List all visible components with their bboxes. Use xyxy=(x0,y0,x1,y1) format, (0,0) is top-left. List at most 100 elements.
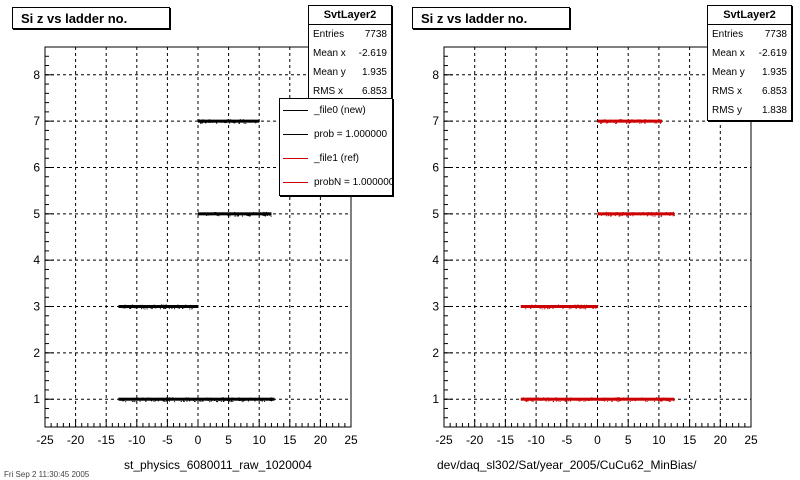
data-point xyxy=(244,213,246,215)
data-point xyxy=(228,397,230,399)
data-point xyxy=(614,121,616,123)
data-point xyxy=(601,399,603,401)
data-point xyxy=(643,120,645,122)
footer-date: Fri Sep 2 11:30:45 2005 xyxy=(4,470,90,479)
data-point xyxy=(262,398,264,400)
data-point xyxy=(646,215,648,217)
data-point xyxy=(561,398,563,400)
data-point xyxy=(222,398,224,400)
data-point xyxy=(135,307,137,309)
data-point xyxy=(163,398,165,400)
stats-value: 6.853 xyxy=(361,86,387,97)
data-point xyxy=(579,308,581,310)
stats-row: RMS y 1.838 xyxy=(708,101,791,120)
data-point xyxy=(597,306,599,308)
data-point xyxy=(523,306,525,308)
data-point xyxy=(665,399,667,401)
data-point xyxy=(249,215,251,217)
plot-area xyxy=(444,47,751,427)
data-point xyxy=(202,119,204,121)
data-point xyxy=(209,401,211,403)
data-point xyxy=(219,214,221,216)
data-point xyxy=(229,119,231,121)
data-point xyxy=(654,122,656,124)
data-point xyxy=(242,119,244,121)
data-point xyxy=(131,305,133,307)
data-point xyxy=(239,122,241,124)
data-point xyxy=(168,400,170,402)
data-point xyxy=(134,305,136,307)
data-point xyxy=(623,398,625,400)
data-point xyxy=(660,214,662,216)
data-point xyxy=(596,305,598,307)
data-point xyxy=(618,214,620,216)
data-point xyxy=(651,214,653,216)
data-point xyxy=(234,215,236,217)
data-point xyxy=(251,399,253,401)
data-point xyxy=(221,212,223,214)
data-point xyxy=(273,398,275,400)
data-point xyxy=(177,398,179,400)
data-point xyxy=(657,398,659,400)
data-point xyxy=(142,307,144,309)
data-point xyxy=(237,215,239,217)
data-point xyxy=(522,399,524,401)
stats-row: Entries 7738 xyxy=(309,25,391,44)
data-point xyxy=(630,212,632,214)
stats-label: Entries xyxy=(712,29,744,40)
y-tick-label: 6 xyxy=(33,160,40,174)
data-point xyxy=(597,211,599,213)
data-point xyxy=(575,307,577,309)
data-point xyxy=(657,120,659,122)
data-point xyxy=(236,212,238,214)
data-point xyxy=(220,398,222,400)
x-tick-label: 0 xyxy=(195,433,202,447)
data-point xyxy=(530,399,532,401)
data-point xyxy=(205,122,207,124)
data-point xyxy=(190,304,192,306)
data-point xyxy=(640,398,642,400)
data-point xyxy=(550,304,552,306)
data-point xyxy=(142,397,144,399)
data-point xyxy=(606,121,608,123)
data-point xyxy=(600,123,602,125)
data-point xyxy=(194,305,196,307)
data-point xyxy=(655,213,657,215)
stats-value: 1.935 xyxy=(361,67,387,78)
data-point xyxy=(223,399,225,401)
data-point xyxy=(226,119,228,121)
data-point xyxy=(584,306,586,308)
data-point xyxy=(119,398,121,400)
data-point xyxy=(180,400,182,402)
data-point xyxy=(607,122,609,124)
data-point xyxy=(533,306,535,308)
data-point xyxy=(648,212,650,214)
data-point xyxy=(660,122,662,124)
data-point xyxy=(585,308,587,310)
data-point xyxy=(583,397,585,399)
data-point xyxy=(261,400,263,402)
data-point xyxy=(626,120,628,122)
data-point xyxy=(673,213,675,215)
data-point xyxy=(580,307,582,309)
stats-value: 7738 xyxy=(364,29,387,40)
data-point xyxy=(149,306,151,308)
data-point xyxy=(648,119,650,121)
data-point xyxy=(177,304,179,306)
data-point xyxy=(123,399,125,401)
data-point xyxy=(570,305,572,307)
data-point xyxy=(222,397,224,399)
data-point xyxy=(549,399,551,401)
data-point xyxy=(234,211,236,213)
data-point xyxy=(658,215,660,217)
data-point xyxy=(614,215,616,217)
data-point xyxy=(228,400,230,402)
data-point xyxy=(525,400,527,402)
data-point xyxy=(178,398,180,400)
data-point xyxy=(666,213,668,215)
data-point xyxy=(179,305,181,307)
data-point xyxy=(266,214,268,216)
data-point xyxy=(246,397,248,399)
data-point xyxy=(175,306,177,308)
data-point xyxy=(204,122,206,124)
